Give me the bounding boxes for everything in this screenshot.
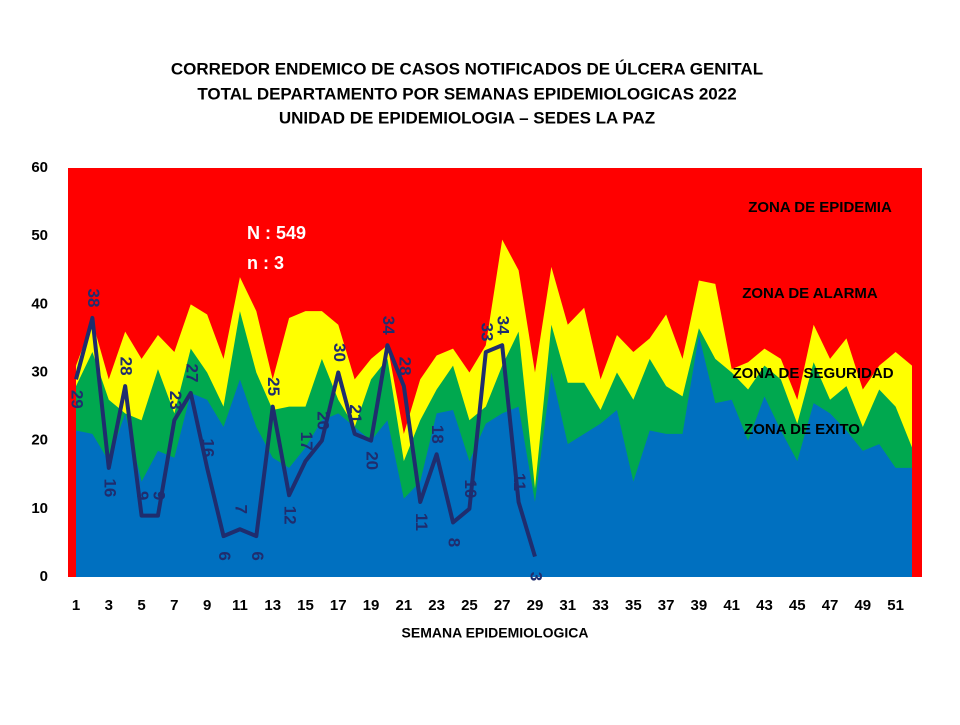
data-label: 16 — [100, 478, 119, 497]
x-tick-label: 25 — [461, 597, 478, 614]
x-tick-label: 13 — [264, 597, 281, 614]
zone-label: ZONA DE EXITO — [744, 421, 860, 438]
x-tick-label: 3 — [105, 597, 113, 614]
x-tick-label: 47 — [822, 597, 839, 614]
data-label: 17 — [297, 432, 316, 451]
x-tick-label: 49 — [854, 597, 871, 614]
x-tick-label: 1 — [72, 597, 80, 614]
data-label: 23 — [166, 391, 185, 410]
y-tick-label: 0 — [40, 568, 48, 585]
data-label: 38 — [84, 289, 103, 308]
annotation: n : 3 — [247, 253, 284, 273]
x-tick-label: 29 — [527, 597, 544, 614]
data-label: 21 — [346, 404, 365, 423]
x-tick-label: 39 — [691, 597, 708, 614]
data-label: 12 — [281, 506, 300, 525]
chart-title: UNIDAD DE EPIDEMIOLOGIA – SEDES LA PAZ — [279, 108, 655, 127]
annotation: N : 549 — [247, 223, 306, 243]
data-label: 28 — [395, 357, 414, 376]
x-tick-label: 31 — [559, 597, 576, 614]
x-tick-label: 17 — [330, 597, 347, 614]
data-label: 10 — [461, 479, 480, 498]
zone-label: ZONA DE SEGURIDAD — [732, 365, 893, 382]
data-label: 9 — [133, 491, 152, 500]
data-label: 7 — [231, 505, 250, 514]
x-tick-label: 21 — [395, 597, 412, 614]
data-label: 25 — [264, 377, 283, 396]
x-tick-label: 37 — [658, 597, 675, 614]
x-tick-label: 43 — [756, 597, 773, 614]
chart-title: CORREDOR ENDEMICO DE CASOS NOTIFICADOS D… — [171, 59, 763, 78]
y-tick-label: 10 — [31, 500, 48, 517]
data-label: 34 — [379, 316, 398, 335]
data-label: 9 — [149, 491, 168, 500]
data-label: 6 — [215, 551, 234, 560]
data-label: 30 — [330, 343, 349, 362]
data-label: 11 — [510, 473, 529, 491]
y-tick-label: 50 — [31, 227, 48, 244]
data-label: 34 — [494, 316, 513, 335]
data-label: 29 — [68, 390, 87, 409]
x-tick-label: 51 — [887, 597, 904, 614]
zone-area — [76, 335, 912, 577]
x-tick-label: 41 — [723, 597, 740, 614]
y-tick-label: 60 — [31, 159, 48, 176]
x-tick-label: 35 — [625, 597, 642, 614]
data-label: 6 — [248, 551, 267, 560]
x-tick-label: 19 — [363, 597, 380, 614]
x-tick-label: 7 — [170, 597, 178, 614]
x-axis-title: SEMANA EPIDEMIOLOGICA — [402, 625, 589, 641]
data-label: 33 — [477, 323, 496, 342]
data-label: 20 — [313, 411, 332, 430]
data-label: 8 — [445, 538, 464, 547]
data-label: 20 — [363, 451, 382, 470]
y-tick-label: 20 — [31, 432, 48, 449]
data-label: 18 — [428, 425, 447, 444]
data-label: 11 — [412, 513, 431, 531]
x-tick-label: 5 — [137, 597, 145, 614]
y-tick-label: 30 — [31, 363, 48, 380]
data-label: 27 — [182, 363, 201, 382]
case-line — [74, 315, 537, 558]
x-tick-label: 15 — [297, 597, 314, 614]
data-label: 28 — [117, 357, 136, 376]
x-tick-label: 11 — [232, 597, 248, 614]
x-tick-label: 27 — [494, 597, 511, 614]
x-tick-label: 9 — [203, 597, 211, 614]
x-tick-label: 23 — [428, 597, 445, 614]
x-tick-label: 45 — [789, 597, 806, 614]
y-tick-label: 40 — [31, 295, 48, 312]
zone-label: ZONA DE ALARMA — [742, 285, 878, 302]
x-tick-label: 33 — [592, 597, 609, 614]
data-label: 16 — [199, 438, 218, 457]
data-label: 3 — [526, 572, 545, 581]
zone-label: ZONA DE EPIDEMIA — [748, 199, 892, 216]
chart-title: TOTAL DEPARTAMENTO POR SEMANAS EPIDEMIOL… — [197, 84, 736, 103]
